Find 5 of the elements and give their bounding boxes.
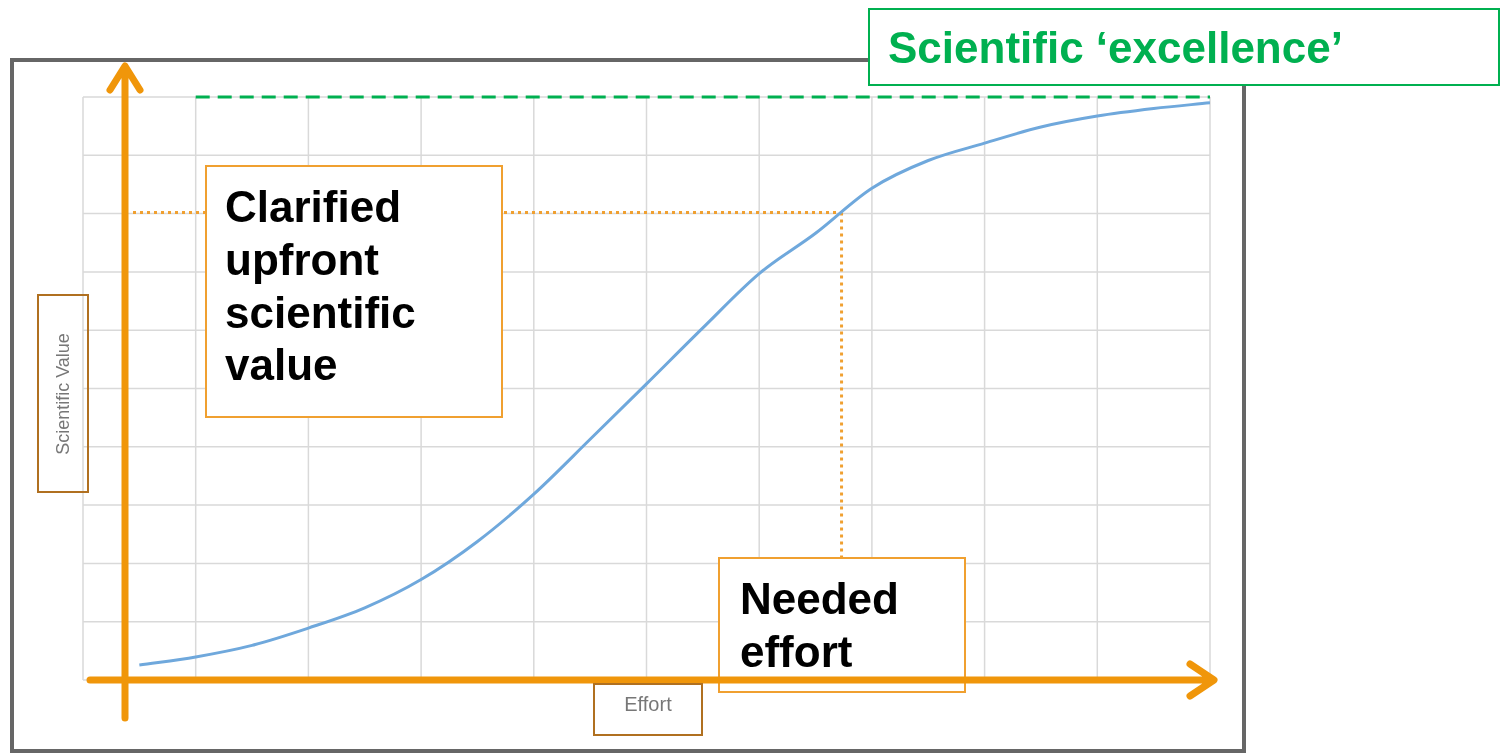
x-axis-title: Effort [593, 683, 703, 736]
annotation: Needed effort [718, 557, 966, 693]
ref-line-label: Clarified upfront scientific value [205, 165, 503, 418]
y-axis-title: Scientific Value [52, 332, 74, 455]
ref-line-label: Scientific ‘excellence’ [868, 8, 1500, 86]
